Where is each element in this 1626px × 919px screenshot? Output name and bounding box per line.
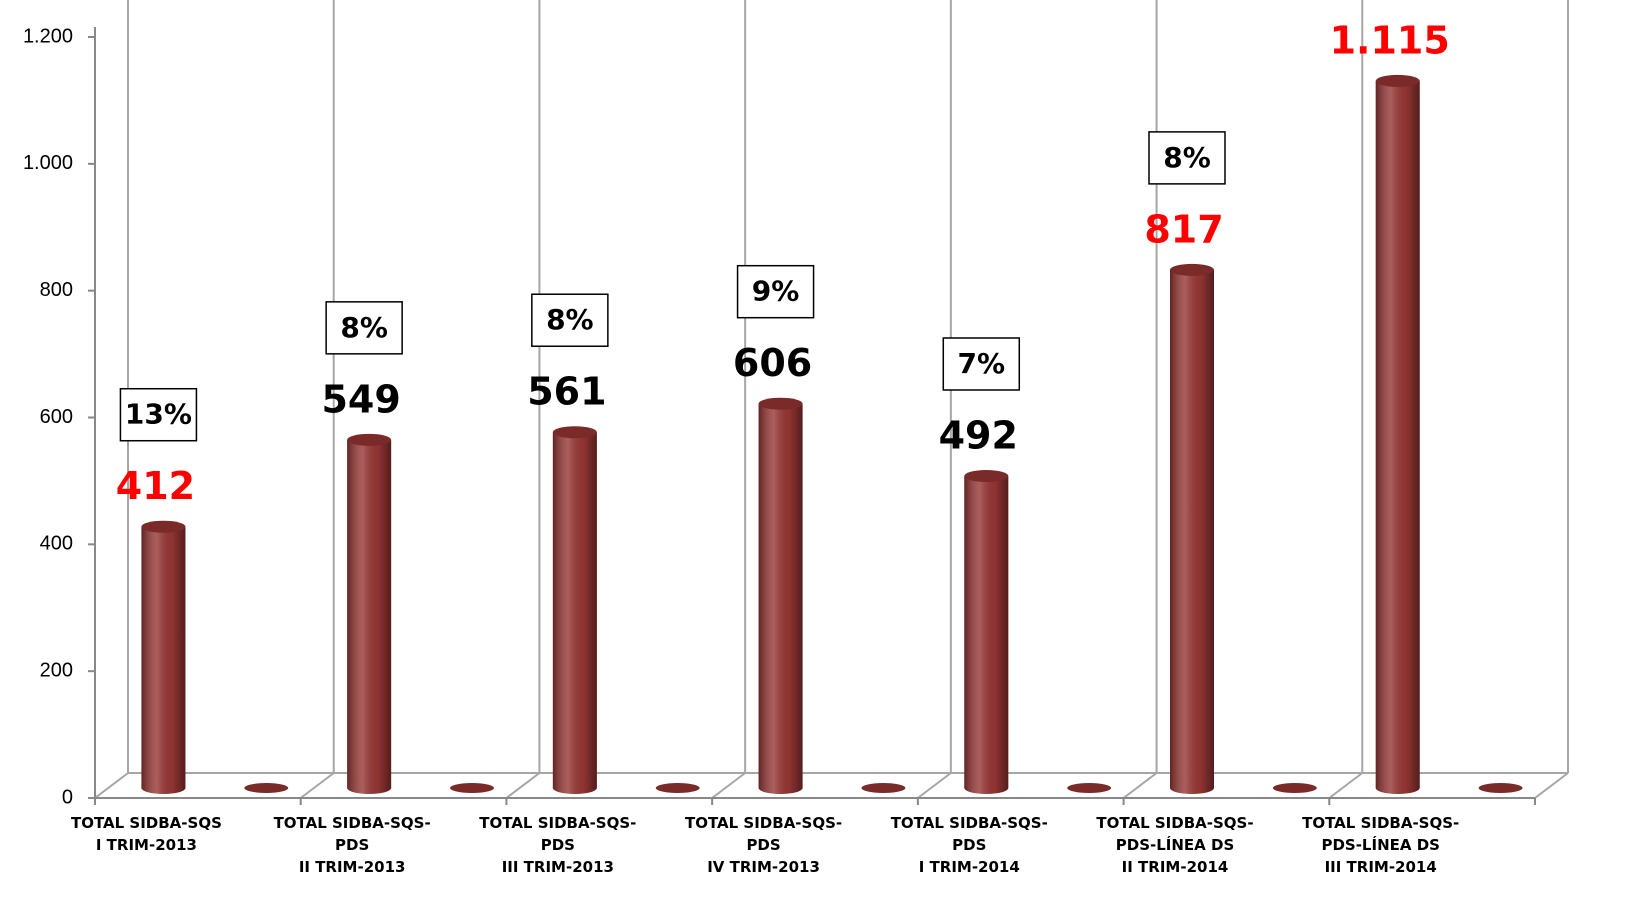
bar-flat	[450, 783, 494, 793]
value-label: 1.115	[1330, 18, 1450, 62]
floor-line	[1122, 772, 1158, 799]
value-label: 549	[321, 377, 400, 421]
x-tick-label: TOTAL SIDBA-SQS- PDS-LÍNEA DS III TRIM-2…	[1302, 814, 1460, 876]
bar	[655, 783, 700, 793]
y-tick-label: 200	[40, 659, 73, 681]
percent-box	[942, 337, 1021, 391]
bar-shade	[1375, 80, 1420, 788]
bar-bottom-shade	[964, 782, 1009, 794]
bar-shade	[552, 432, 597, 788]
floor-line	[1534, 772, 1569, 799]
bar-flat	[1272, 783, 1317, 793]
bar-shade	[347, 439, 392, 788]
percent-box	[119, 387, 198, 442]
percent-box	[1148, 131, 1226, 185]
percent-box	[531, 293, 609, 347]
bar-flat	[655, 783, 700, 793]
bar-top	[758, 397, 803, 410]
percent-label: 8%	[340, 311, 388, 344]
bar-flat	[861, 783, 906, 793]
bar	[964, 469, 1009, 794]
bar	[450, 783, 494, 793]
bar-top	[141, 520, 186, 533]
bar	[861, 783, 906, 793]
bar	[1375, 74, 1420, 794]
floor-line	[94, 772, 129, 799]
y-tick-label: 600	[40, 406, 73, 428]
x-tick-label: TOTAL SIDBA-SQS- PDS III TRIM-2013	[479, 814, 637, 876]
floor-line	[917, 772, 952, 799]
y-tick-label: 800	[40, 279, 73, 301]
value-label: 606	[733, 341, 812, 385]
bar-flat	[244, 783, 289, 793]
y-tick-label: 1.200	[23, 25, 73, 47]
bar-shade	[141, 526, 186, 788]
y-tick-label: 400	[40, 533, 73, 555]
bar-shade	[1170, 269, 1214, 788]
y-tick-label: 1.000	[23, 152, 73, 174]
x-tick-label: TOTAL SIDBA-SQS I TRIM-2013	[70, 814, 222, 854]
bar-top	[1170, 263, 1214, 276]
floor-line	[1328, 772, 1363, 799]
x-tick-label: TOTAL SIDBA-SQS- PDS IV TRIM-2013	[684, 814, 843, 876]
bar-bottom-shade	[347, 782, 392, 794]
value-label: 817	[1144, 207, 1223, 251]
bar-bottom-shade	[1375, 782, 1420, 794]
x-tick-label: TOTAL SIDBA-SQS- PDS I TRIM-2014	[890, 814, 1048, 876]
bar-shade	[964, 475, 1009, 788]
bar-bottom-shade	[141, 782, 186, 794]
bar-flat	[1067, 783, 1112, 793]
x-tick-label: TOTAL SIDBA-SQS- PDS II TRIM-2013	[273, 814, 431, 876]
bar	[244, 783, 289, 793]
value-label: 561	[527, 370, 606, 414]
percent-box	[736, 264, 815, 319]
bar-bottom-shade	[758, 782, 803, 794]
bar-top	[964, 469, 1009, 482]
bar-top	[552, 426, 597, 439]
percent-label: 13%	[125, 398, 192, 431]
percent-label: 7%	[958, 347, 1006, 380]
bar-shade	[758, 403, 803, 788]
x-tick-label: TOTAL SIDBA-SQS- PDS-LÍNEA DS II TRIM-20…	[1096, 814, 1254, 876]
floor-line	[505, 772, 541, 799]
bar	[1067, 783, 1112, 793]
value-label: 412	[116, 464, 195, 508]
bar	[347, 433, 392, 794]
bar-bottom-shade	[1170, 782, 1214, 794]
bar	[1272, 783, 1317, 793]
value-label: 492	[939, 413, 1018, 457]
bar	[1478, 783, 1523, 793]
percent-label: 8%	[546, 303, 594, 336]
bar-top	[347, 433, 392, 446]
bar-flat	[1478, 783, 1523, 793]
bar-bottom-shade	[552, 782, 597, 794]
bar	[141, 520, 186, 794]
bar-top	[1375, 74, 1420, 87]
floor-line	[711, 772, 746, 799]
y-tick-label: 0	[62, 786, 73, 808]
percent-box	[325, 301, 403, 355]
bar	[758, 397, 803, 794]
percent-label: 9%	[752, 275, 800, 308]
bar	[1170, 263, 1214, 794]
bar	[552, 426, 597, 794]
percent-label: 8%	[1163, 141, 1211, 174]
floor-line	[300, 772, 335, 799]
